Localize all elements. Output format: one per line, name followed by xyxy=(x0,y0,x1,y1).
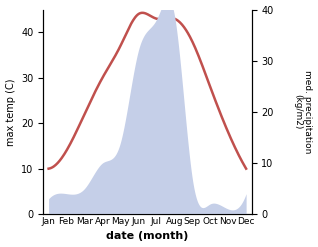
X-axis label: date (month): date (month) xyxy=(106,231,189,242)
Y-axis label: med. precipitation
(kg/m2): med. precipitation (kg/m2) xyxy=(293,70,313,154)
Y-axis label: max temp (C): max temp (C) xyxy=(5,78,16,145)
